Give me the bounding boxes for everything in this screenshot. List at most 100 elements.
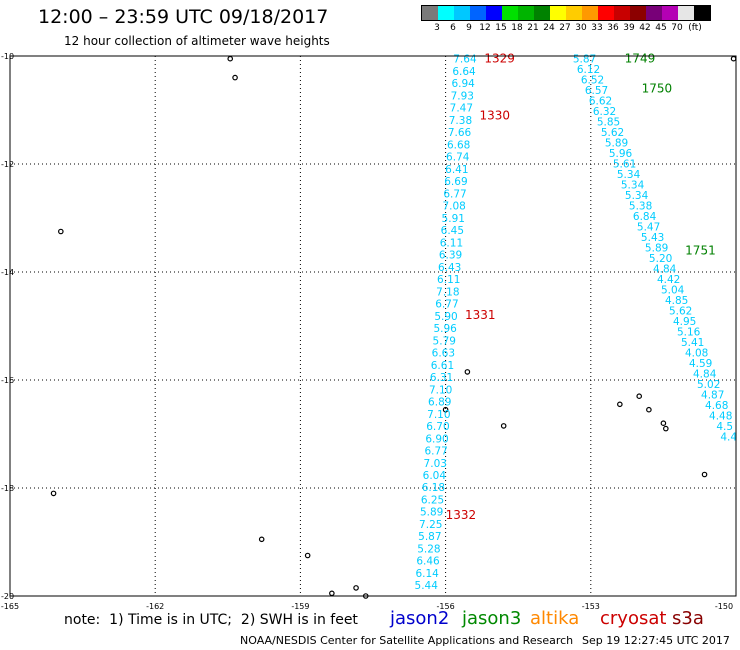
color-scale-label: 27: [559, 23, 571, 33]
longitude-label: -150: [715, 602, 733, 611]
island-outline: [730, 55, 737, 62]
wave-height-label: 6.90: [425, 433, 448, 445]
wave-height-label: 4.95: [673, 316, 696, 328]
wave-height-label: 6.69: [444, 176, 467, 188]
wave-height-label: 5.16: [677, 327, 701, 339]
map-frame: [9, 55, 737, 597]
wave-height-label: 6.25: [421, 494, 444, 506]
color-swatch: [486, 6, 502, 20]
wave-height-label: 5.41: [681, 337, 704, 349]
island-outline: [646, 406, 652, 413]
wave-height-label: 6.04: [423, 470, 447, 482]
wave-height-label: 7.66: [448, 127, 472, 139]
island-outline: [464, 369, 471, 375]
island-outline: [258, 536, 265, 543]
wave-height-label: 7.03: [424, 458, 447, 470]
wave-height-label: 5.38: [629, 201, 652, 213]
wave-height-label: 7.38: [449, 115, 472, 127]
island-outline: [617, 401, 623, 408]
color-swatch: [566, 6, 582, 20]
color-swatch: [694, 6, 710, 20]
island-outline: [701, 471, 708, 478]
wave-height-label: 7.18: [436, 286, 459, 298]
wave-height-label: 6.39: [439, 250, 462, 262]
color-scale-label: 3: [434, 23, 440, 33]
color-swatch: [422, 6, 438, 20]
wave-height-label: 4.5: [716, 421, 733, 433]
wave-height-label: 5.96: [433, 323, 457, 335]
color-swatch: [598, 6, 614, 20]
color-swatch: [518, 6, 534, 20]
pass-time-label: 1332: [446, 508, 477, 522]
wave-height-label: 6.11: [440, 237, 463, 249]
wave-height-label: 6.45: [441, 225, 464, 237]
satellite-legend-entry: altika: [530, 608, 580, 629]
latitude-label: -16: [1, 376, 14, 385]
pass-time-label: 1749: [625, 52, 656, 66]
longitude-label: -156: [437, 602, 455, 611]
wave-height-label: 7.93: [451, 90, 474, 102]
wave-height-label: 5.47: [637, 222, 660, 234]
longitude-label: -165: [1, 602, 19, 611]
wave-height-label: 6.77: [424, 446, 447, 458]
wave-height-label: 6.11: [437, 274, 460, 286]
wave-height-label: 7.64: [453, 54, 477, 66]
pass-time-label: 1330: [479, 108, 510, 122]
color-scale-label: 18: [511, 23, 523, 33]
latitude-label: -10: [1, 52, 14, 61]
wave-height-label: 5.90: [434, 311, 457, 323]
longitude-label: -153: [582, 602, 600, 611]
color-swatch: [454, 6, 470, 20]
wave-height-label: 6.46: [416, 556, 440, 568]
satellite-legend-entry: jason2: [390, 608, 450, 629]
pass-time-label: 1751: [685, 243, 716, 257]
wave-height-label: 6.14: [415, 568, 439, 580]
wave-height-label: 6.74: [446, 152, 470, 164]
color-scale-label: 24: [543, 23, 555, 33]
color-swatch: [678, 6, 694, 20]
satellite-legend-entry: jason3: [462, 608, 522, 629]
color-swatch: [534, 6, 550, 20]
wave-height-label: 6.61: [431, 360, 454, 372]
wave-height-label: 4.87: [701, 390, 724, 402]
wave-height-label: 6.64: [452, 66, 476, 78]
wave-height-label: 5.79: [433, 335, 456, 347]
wave-height-label: 4.4: [720, 432, 737, 444]
pass-time-label: 1750: [642, 81, 673, 95]
wave-height-label: 5.34: [625, 190, 649, 202]
color-scale-label: 70: [671, 23, 683, 33]
island-outline: [227, 55, 234, 62]
wave-height-label: 6.63: [432, 348, 455, 360]
color-scale-label: 12: [479, 23, 491, 33]
color-scale-label: 45: [655, 23, 667, 33]
color-swatch: [614, 6, 630, 20]
island-outline: [442, 406, 449, 413]
wave-height-label: 6.62: [589, 96, 612, 108]
note-text: note: 1) Time is in UTC; 2) SWH is in fe…: [64, 612, 358, 628]
wave-height-label: 4.85: [665, 295, 688, 307]
island-outline: [50, 490, 57, 497]
wave-height-label: 5.89: [420, 507, 443, 519]
wave-height-label: 6.94: [451, 78, 475, 90]
color-swatch: [550, 6, 566, 20]
wave-height-label: 4.59: [689, 358, 712, 370]
wave-height-label: 5.04: [661, 285, 685, 297]
wave-height-label: 5.02: [697, 379, 720, 391]
wave-height-label: 6.18: [422, 482, 445, 494]
wave-height-label: 5.96: [609, 148, 633, 160]
wave-height-label: 4.84: [693, 369, 717, 381]
color-scale-label: 36: [607, 23, 619, 33]
color-swatch: [470, 6, 486, 20]
wave-height-label: 7.08: [442, 201, 465, 213]
island-outline: [660, 420, 667, 427]
wave-height-label: 5.85: [597, 117, 620, 129]
color-scale-label: 33: [591, 23, 603, 33]
wave-height-label: 6.52: [581, 75, 604, 87]
wave-height-label: 5.89: [645, 243, 668, 255]
wave-height-label: 5.44: [415, 580, 439, 592]
wave-height-label: 6.89: [428, 397, 451, 409]
wave-height-label: 4.08: [685, 348, 708, 360]
wave-height-label: 5.62: [601, 127, 624, 139]
color-scale-swatches: [421, 5, 711, 21]
island-outline: [663, 425, 669, 432]
